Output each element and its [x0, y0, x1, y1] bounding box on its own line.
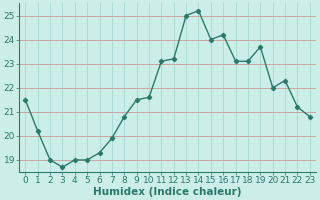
X-axis label: Humidex (Indice chaleur): Humidex (Indice chaleur) — [93, 187, 242, 197]
